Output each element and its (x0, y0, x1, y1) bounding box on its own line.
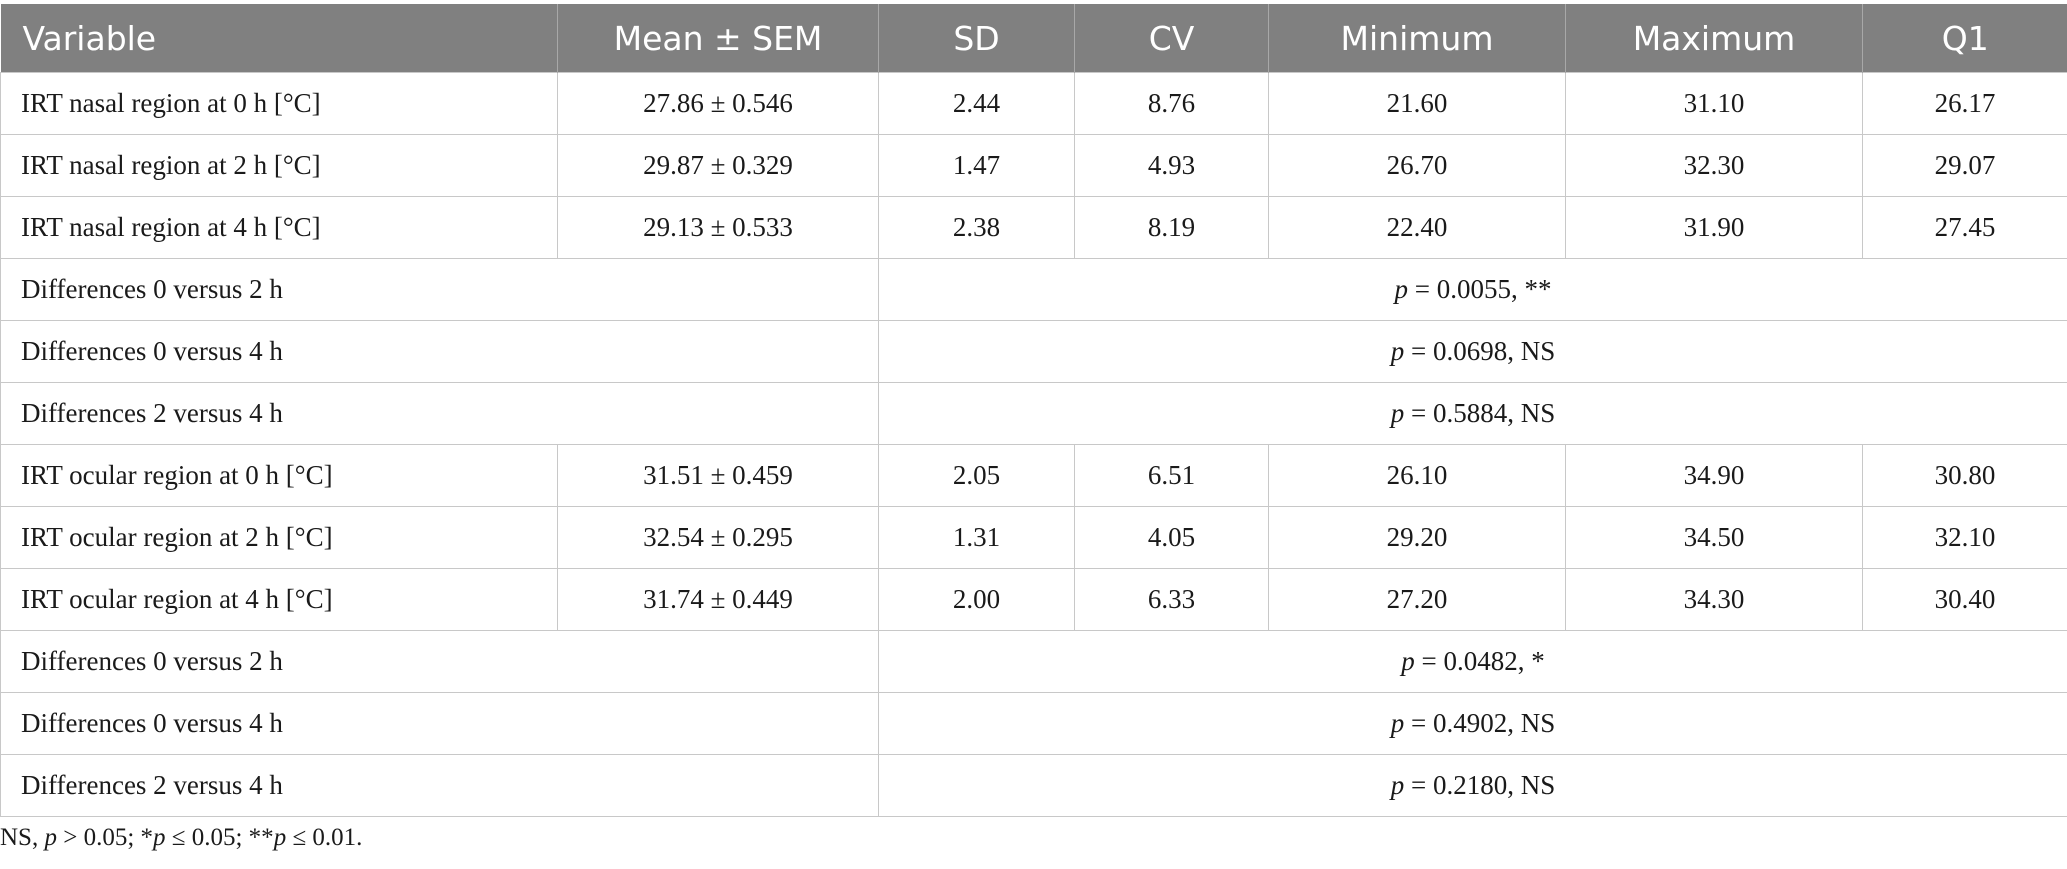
cell-q1: 27.45 (1862, 196, 2067, 259)
cell-sd: 2.00 (878, 568, 1075, 631)
difference-label: Differences 0 versus 2 h (0, 258, 879, 321)
cell-q1: 32.10 (1862, 506, 2067, 569)
cell-sd: 1.47 (878, 134, 1075, 197)
cell-minimum: 21.60 (1268, 72, 1566, 135)
cell-maximum: 34.30 (1565, 568, 1863, 631)
cell-mean-sem: 32.54 ± 0.295 (557, 506, 879, 569)
p-value-result: = 0.2180, NS (1404, 770, 1556, 800)
cell-maximum: 34.50 (1565, 506, 1863, 569)
cell-cv: 4.93 (1074, 134, 1269, 197)
cell-mean-sem: 27.86 ± 0.546 (557, 72, 879, 135)
header-cv: CV (1074, 4, 1269, 73)
cell-cv: 8.19 (1074, 196, 1269, 259)
footnote-part: p (44, 824, 57, 851)
cell-cv: 6.33 (1074, 568, 1269, 631)
p-symbol: p (1401, 646, 1415, 676)
footnote-part: p (153, 824, 166, 851)
difference-label: Differences 0 versus 4 h (0, 692, 879, 755)
p-symbol: p (1390, 336, 1405, 366)
footnote-part: > 0.05; * (56, 824, 154, 851)
header-maximum: Maximum (1565, 4, 1863, 73)
footnote-part: ≤ 0.05; ** (165, 824, 274, 851)
difference-label: Differences 0 versus 4 h (0, 320, 879, 383)
cell-variable: IRT ocular region at 4 h [°C] (0, 568, 558, 631)
header-row: Variable Mean ± SEM SD CV Minimum Maximu… (0, 4, 2067, 73)
header-mean-sem: Mean ± SEM (557, 4, 879, 73)
cell-variable: IRT nasal region at 4 h [°C] (0, 196, 558, 259)
footnote-part: p (273, 824, 287, 851)
p-value-cell: p = 0.0698, NS (878, 320, 2067, 383)
cell-q1: 29.07 (1862, 134, 2067, 197)
cell-minimum: 29.20 (1268, 506, 1566, 569)
table-row: IRT ocular region at 4 h [°C] 31.74 ± 0.4… (0, 568, 2067, 631)
cell-sd: 2.05 (878, 444, 1075, 507)
cell-mean-sem: 31.74 ± 0.449 (557, 568, 879, 631)
cell-mean-sem: 29.87 ± 0.329 (557, 134, 879, 197)
cell-q1: 26.17 (1862, 72, 2067, 135)
difference-label: Differences 2 versus 4 h (0, 382, 879, 445)
p-value-result: = 0.0055, ** (1408, 274, 1552, 304)
p-value-cell: p = 0.0482, * (878, 630, 2067, 693)
table-footnote: NS, p > 0.05; *p ≤ 0.05; **p ≤ 0.01. (0, 824, 362, 852)
cell-minimum: 26.10 (1268, 444, 1566, 507)
cell-maximum: 34.90 (1565, 444, 1863, 507)
table-header: Variable Mean ± SEM SD CV Minimum Maximu… (0, 4, 2067, 73)
header-q1: Q1 (1862, 4, 2067, 73)
difference-label: Differences 0 versus 2 h (0, 630, 879, 693)
cell-q1: 30.40 (1862, 568, 2067, 631)
table-row: IRT ocular region at 0 h [°C] 31.51 ± 0.4… (0, 444, 2067, 507)
p-value-cell: p = 0.5884, NS (878, 382, 2067, 445)
cell-variable: IRT ocular region at 2 h [°C] (0, 506, 558, 569)
footnote-part: ≤ 0.01. (286, 824, 363, 851)
cell-maximum: 31.10 (1565, 72, 1863, 135)
p-value-cell: p = 0.4902, NS (878, 692, 2067, 755)
table-row: IRT ocular region at 2 h [°C] 32.54 ± 0.2… (0, 506, 2067, 569)
p-value-cell: p = 0.2180, NS (878, 754, 2067, 817)
cell-variable: IRT nasal region at 0 h [°C] (0, 72, 558, 135)
cell-cv: 4.05 (1074, 506, 1269, 569)
table-row: IRT nasal region at 2 h [°C] 29.87 ± 0.32… (0, 134, 2067, 197)
p-value-result: = 0.4902, NS (1404, 708, 1556, 738)
cell-minimum: 27.20 (1268, 568, 1566, 631)
p-symbol: p (1390, 770, 1405, 800)
cell-mean-sem: 29.13 ± 0.533 (557, 196, 879, 259)
p-value-result: = 0.0698, NS (1404, 336, 1556, 366)
statistics-table-container: Variable Mean ± SEM SD CV Minimum Maximu… (0, 4, 2067, 817)
header-minimum: Minimum (1268, 4, 1566, 73)
cell-minimum: 22.40 (1268, 196, 1566, 259)
table-body: IRT nasal region at 0 h [°C] 27.86 ± 0.54… (0, 72, 2067, 817)
header-variable: Variable (0, 4, 558, 73)
table-row: IRT nasal region at 4 h [°C] 29.13 ± 0.53… (0, 196, 2067, 259)
cell-mean-sem: 31.51 ± 0.459 (557, 444, 879, 507)
cell-sd: 2.44 (878, 72, 1075, 135)
cell-maximum: 32.30 (1565, 134, 1863, 197)
cell-sd: 2.38 (878, 196, 1075, 259)
cell-sd: 1.31 (878, 506, 1075, 569)
p-symbol: p (1394, 274, 1409, 304)
cell-cv: 8.76 (1074, 72, 1269, 135)
p-value-result: = 0.0482, * (1414, 646, 1545, 676)
statistics-table: Variable Mean ± SEM SD CV Minimum Maximu… (0, 4, 2067, 817)
header-sd: SD (878, 4, 1075, 73)
cell-variable: IRT ocular region at 0 h [°C] (0, 444, 558, 507)
p-symbol: p (1390, 398, 1405, 428)
cell-variable: IRT nasal region at 2 h [°C] (0, 134, 558, 197)
cell-q1: 30.80 (1862, 444, 2067, 507)
cell-cv: 6.51 (1074, 444, 1269, 507)
p-symbol: p (1390, 708, 1405, 738)
difference-label: Differences 2 versus 4 h (0, 754, 879, 817)
p-value-result: = 0.5884, NS (1404, 398, 1556, 428)
p-value-cell: p = 0.0055, ** (878, 258, 2067, 321)
cell-minimum: 26.70 (1268, 134, 1566, 197)
table-row: IRT nasal region at 0 h [°C] 27.86 ± 0.54… (0, 72, 2067, 135)
cell-maximum: 31.90 (1565, 196, 1863, 259)
footnote-part: NS, (0, 824, 45, 851)
